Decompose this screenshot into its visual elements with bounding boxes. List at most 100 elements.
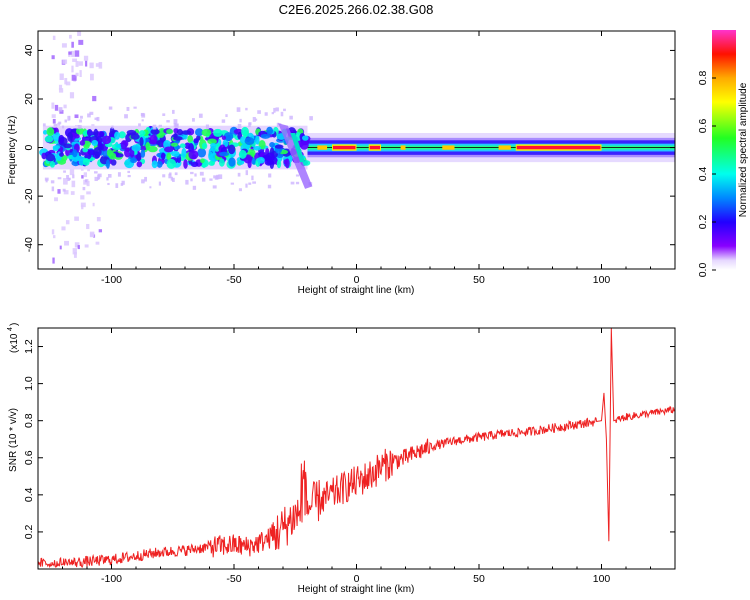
heatmap-blob [156, 140, 161, 146]
heatmap-hot-patch [498, 145, 511, 150]
heatmap-blob [150, 128, 160, 135]
heatmap-scatter-cell [85, 60, 88, 67]
heatmap-scatter-cell [74, 242, 80, 248]
heatmap-speckle [108, 106, 113, 110]
heatmap-scatter-cell [51, 102, 55, 109]
heatmap-speckle [201, 177, 206, 182]
snr-y-ticks: 0.2 0.4 0.6 0.8 1.0 1.2 [23, 339, 675, 539]
heatmap-scatter-cell [71, 180, 76, 188]
heatmap-blob [299, 140, 309, 150]
heatmap-scatter-cell [59, 109, 64, 114]
heatmap-speckle [79, 119, 83, 123]
heatmap-speckle [172, 177, 175, 182]
heatmap-speckle [106, 177, 109, 181]
heatmap-speckle [141, 179, 145, 184]
heatmap-speckle [82, 186, 86, 191]
heatmap-speckle [268, 173, 272, 178]
colorbar-tick-label: 0.2 [697, 215, 709, 230]
heatmap-blob [49, 161, 56, 168]
heatmap-blob [201, 142, 208, 150]
heatmap-speckle [66, 175, 69, 179]
heatmap-scatter-cell [98, 229, 103, 233]
heatmap-scatter-cell [83, 55, 89, 61]
heatmap-blob [87, 149, 95, 156]
heatmap-blob [160, 152, 166, 160]
spectrogram-x-axis-title: Height of straight line (km) [298, 285, 415, 296]
heatmap-scatter-cell [63, 104, 67, 109]
heatmap-speckle [194, 173, 197, 177]
heatmap-speckle [290, 181, 295, 185]
heatmap-scatter-cell [63, 190, 69, 195]
heatmap-speckle [162, 174, 166, 178]
heatmap-scatter-cell [71, 74, 77, 81]
heatmap-speckle [72, 174, 75, 179]
heatmap-speckle [64, 119, 67, 123]
heatmap-speckle [107, 174, 112, 178]
heatmap-speckle [205, 124, 209, 130]
snr-series-line [38, 328, 675, 569]
heatmap-scatter-cell [64, 77, 68, 85]
colorbar-tick-label: 0.4 [697, 167, 709, 182]
heatmap-speckle [115, 183, 119, 188]
snr-y-tick-label: 0.6 [23, 450, 35, 465]
heatmap-blob [266, 126, 274, 135]
heatmap-scatter-cell [75, 72, 79, 77]
heatmap-blob [171, 150, 180, 157]
heatmap-scatter-cell [58, 84, 63, 90]
heatmap-blob [181, 130, 192, 135]
spectrogram-heatmap [39, 31, 675, 264]
heatmap-blob [147, 145, 158, 153]
heatmap-blob [114, 131, 121, 140]
snr-y-scale-text: (x10 [9, 333, 20, 353]
heatmap-speckle [245, 107, 248, 111]
heatmap-speckle [45, 179, 48, 183]
heatmap-scatter-cell [78, 61, 83, 66]
spectrogram-panel: -100 -50 0 50 100 -40 -20 0 20 40 Height of stra… [7, 30, 676, 296]
spectrogram-y-tick-label: 20 [23, 93, 35, 105]
heatmap-speckle [225, 114, 228, 118]
heatmap-blob [83, 144, 90, 149]
heatmap-scatter-cell [89, 62, 94, 69]
heatmap-speckle [144, 176, 148, 182]
heatmap-blob [130, 157, 138, 163]
heatmap-speckle [185, 179, 189, 185]
heatmap-scatter-cell [75, 60, 79, 67]
heatmap-speckle [138, 123, 141, 127]
heatmap-blob [108, 152, 117, 160]
heatmap-speckle [255, 118, 258, 121]
spectrogram-x-tick-label: 0 [354, 274, 360, 286]
heatmap-blob [136, 152, 142, 161]
heatmap-blob [120, 140, 127, 150]
heatmap-speckle [172, 109, 175, 114]
spectrogram-x-tick-label: -100 [101, 274, 122, 286]
heatmap-speckle [216, 174, 220, 180]
heatmap-speckle [237, 172, 241, 177]
heatmap-blob [93, 128, 99, 138]
heatmap-blob [251, 157, 256, 165]
heatmap-blob [99, 131, 105, 138]
heatmap-blob [219, 151, 229, 157]
heatmap-speckle [57, 177, 62, 180]
heatmap-speckle [149, 186, 152, 189]
heatmap-blob [253, 145, 262, 151]
heatmap-blob [181, 147, 187, 158]
heatmap-blob [221, 135, 227, 140]
heatmap-speckle [212, 185, 217, 189]
heatmap-blob [58, 134, 65, 144]
heatmap-scatter-cell [90, 73, 94, 81]
heatmap-blob [166, 128, 174, 135]
heatmap-scatter-cell [69, 92, 75, 99]
heatmap-blob [42, 130, 48, 135]
heatmap-blob [139, 137, 144, 147]
heatmap-peak-core [516, 145, 601, 150]
heatmap-scatter-cell [92, 95, 97, 102]
heatmap-blob [197, 147, 207, 158]
heatmap-hot-patch [317, 145, 328, 150]
heatmap-scatter-cell [95, 63, 101, 67]
heatmap-speckle [169, 172, 172, 176]
heatmap-scatter-cell [65, 220, 70, 225]
heatmap-blob [213, 128, 223, 137]
heatmap-blob [140, 149, 146, 158]
heatmap-blob [183, 159, 188, 169]
